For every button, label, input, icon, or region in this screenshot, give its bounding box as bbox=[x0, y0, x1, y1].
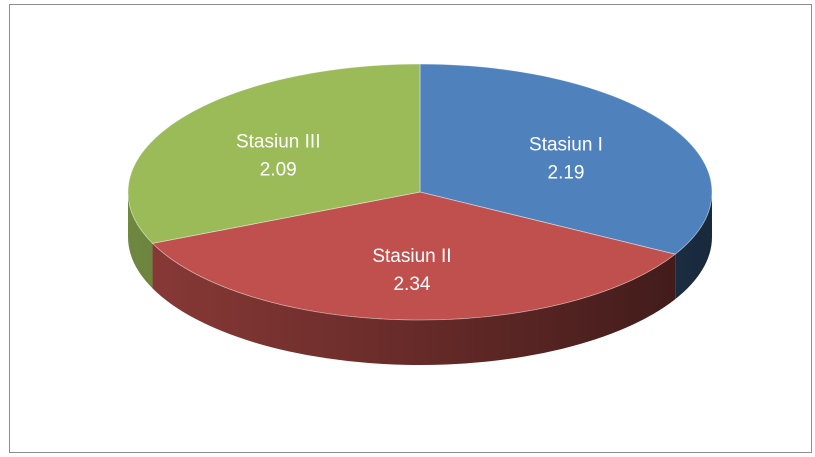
slice-side-stasiun-i bbox=[675, 192, 712, 300]
pie-slices bbox=[127, 63, 713, 321]
slice-label-stasiun-i: Stasiun I bbox=[529, 134, 603, 155]
slice-stasiun-i bbox=[419, 63, 713, 255]
slice-stasiun-ii bbox=[151, 191, 677, 321]
slice-label-stasiun-ii: Stasiun II bbox=[372, 246, 451, 267]
slice-side-stasiun-ii bbox=[152, 243, 676, 365]
slice-value-stasiun-iii: 2.09 bbox=[260, 159, 297, 180]
slice-stasiun-iii bbox=[127, 63, 421, 244]
slice-label-stasiun-iii: Stasiun III bbox=[236, 131, 321, 152]
slice-value-stasiun-ii: 2.34 bbox=[393, 274, 430, 295]
pie-sides bbox=[128, 192, 712, 365]
slice-side-stasiun-iii bbox=[128, 192, 153, 289]
slice-value-stasiun-i: 2.19 bbox=[548, 162, 585, 183]
pie-labels: Stasiun I 2.19 Stasiun II 2.34 Stasiun III 2.… bbox=[236, 131, 603, 295]
